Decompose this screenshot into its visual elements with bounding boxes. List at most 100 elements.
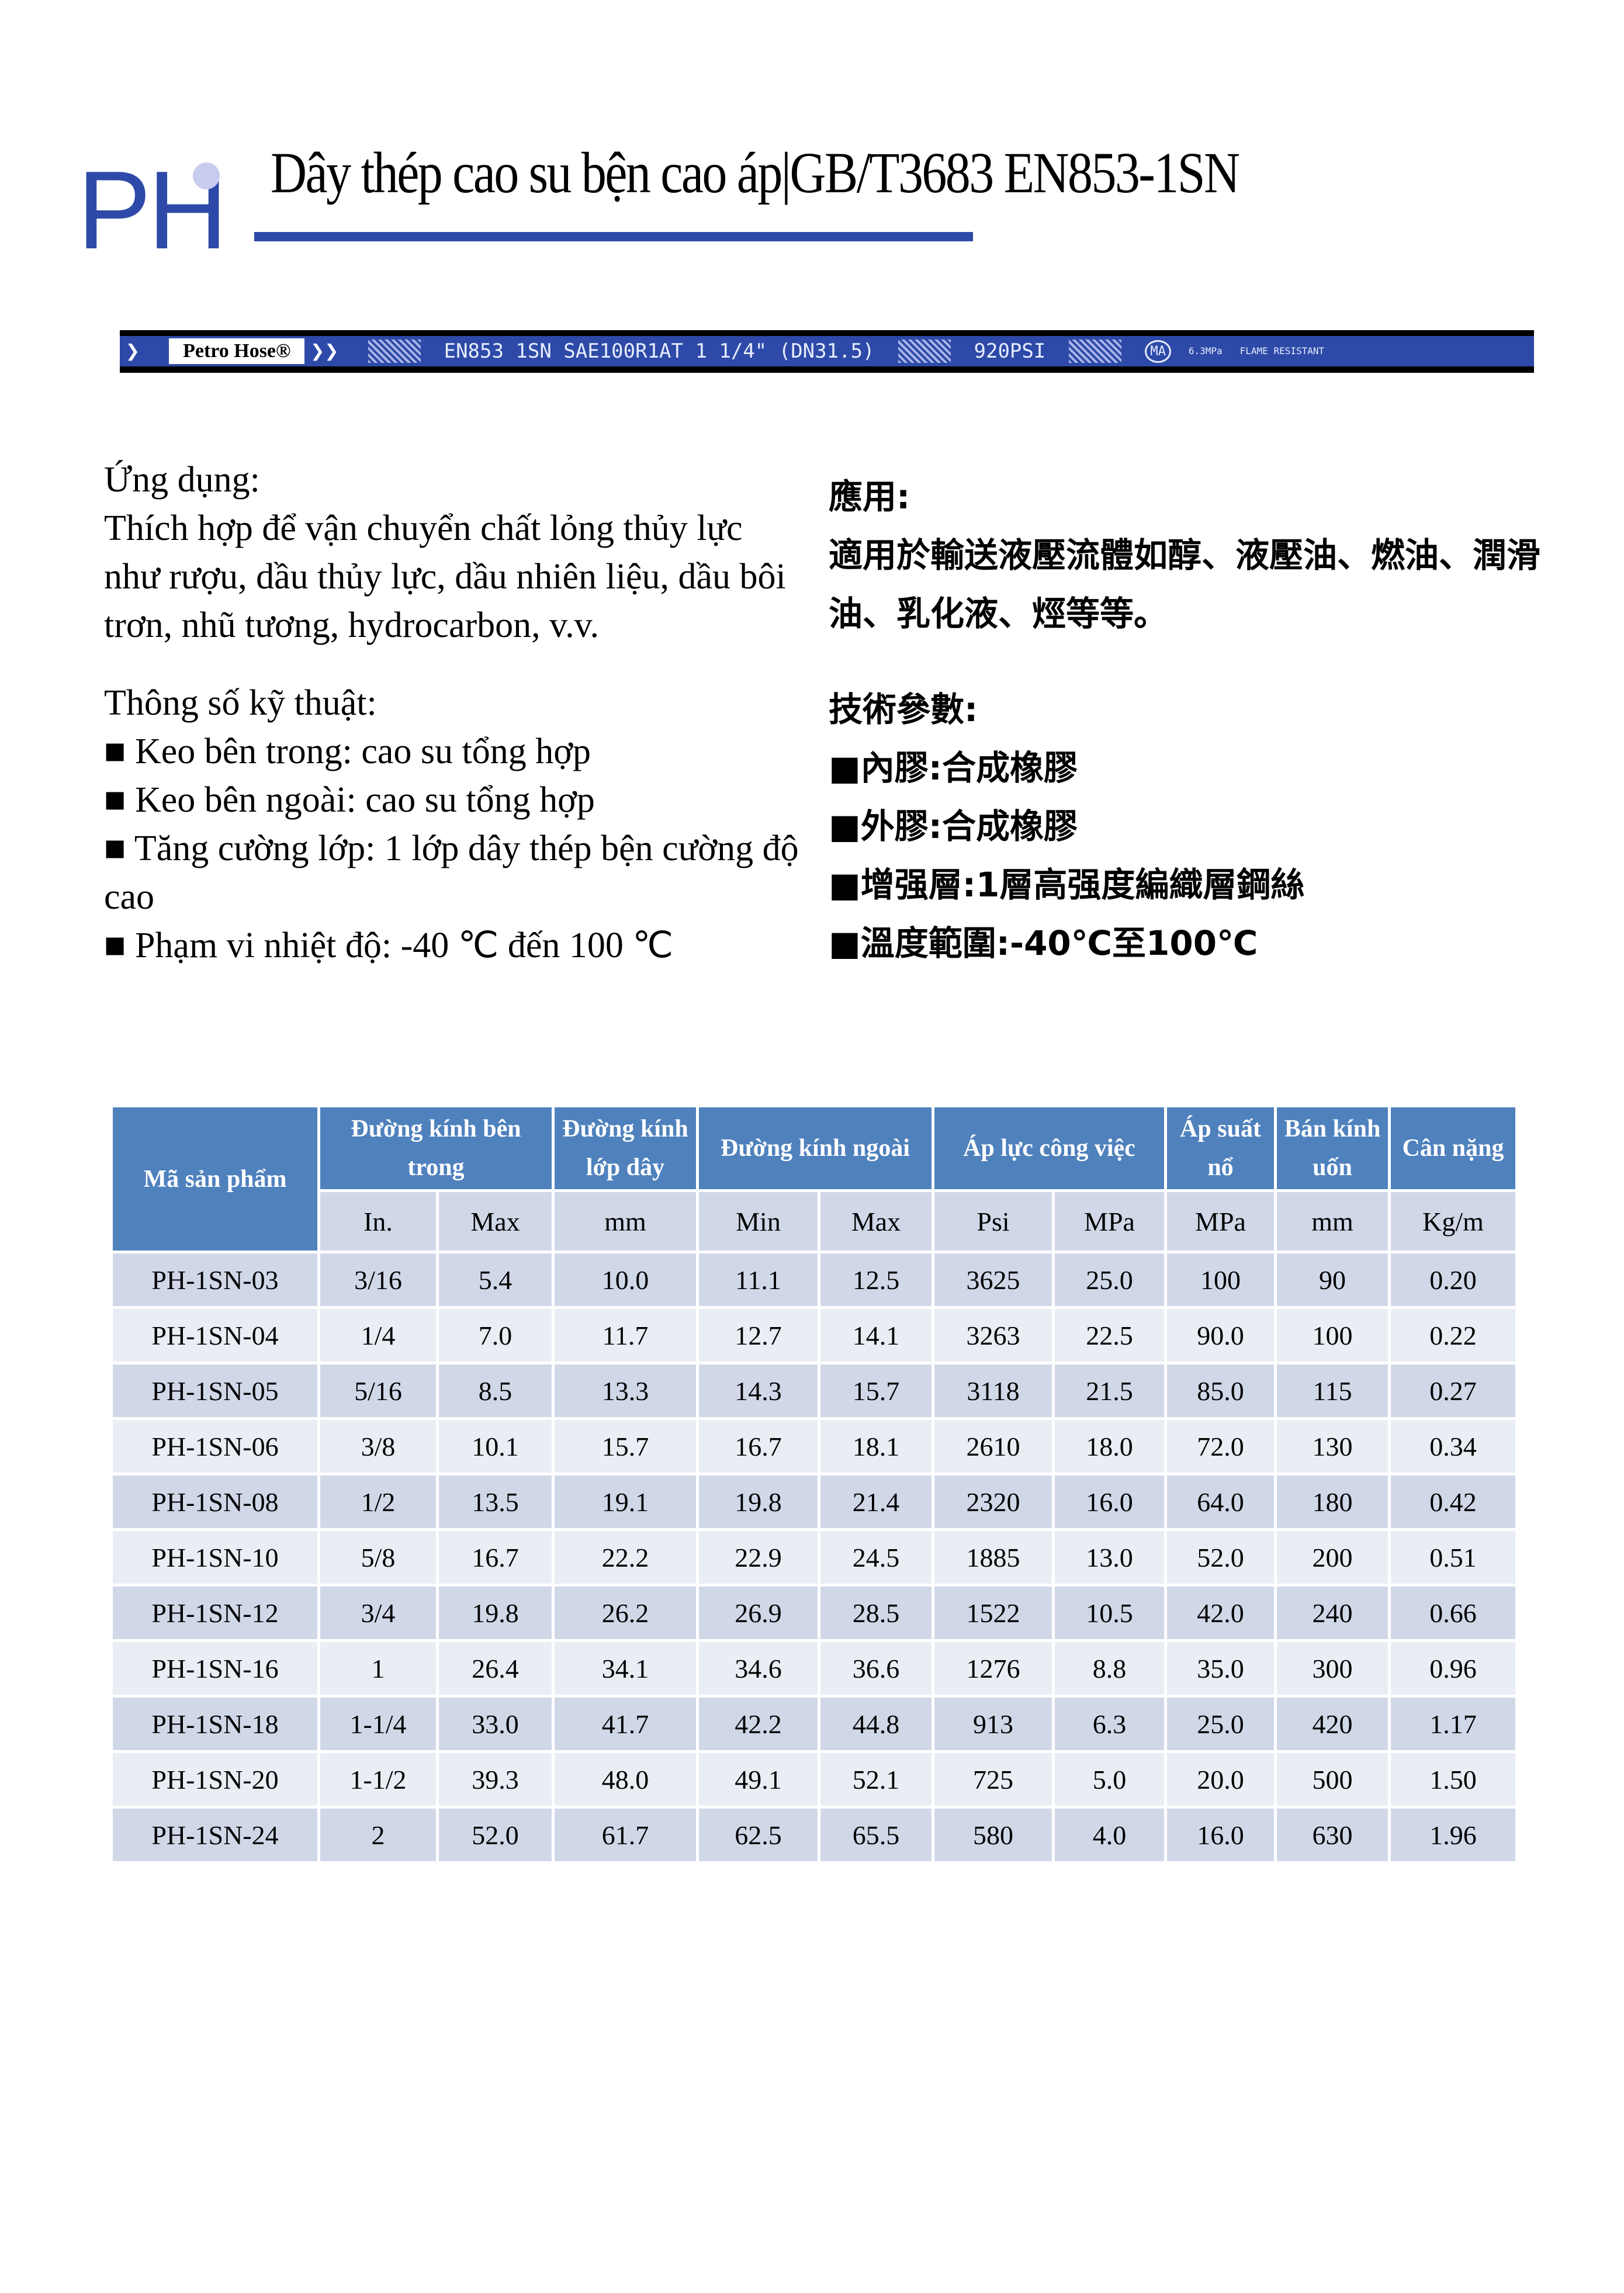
table-cell: 34.6 — [696, 1639, 820, 1698]
brand-label: Petro Hose® — [169, 338, 305, 364]
table-cell: 180 — [1274, 1473, 1391, 1531]
pattern-block — [1069, 340, 1122, 363]
table-cell: 1.17 — [1388, 1695, 1518, 1753]
table-cell: 1/4 — [317, 1306, 439, 1364]
table-cell: 13.5 — [436, 1473, 555, 1531]
table-cell: 500 — [1274, 1750, 1391, 1809]
application-text: Thích hợp để vận chuyển chất lỏng thủy l… — [104, 508, 786, 645]
logo-dot — [193, 162, 220, 189]
subheader-cell: In. — [317, 1189, 439, 1253]
table-cell: 630 — [1274, 1806, 1391, 1864]
table-cell: 19.8 — [696, 1473, 820, 1531]
header-product-code: Mã sản phẩm — [110, 1104, 320, 1253]
table-cell: 3/8 — [317, 1417, 439, 1475]
table-cell: 8.8 — [1052, 1639, 1167, 1698]
banner-psi: 920PSI — [974, 340, 1046, 363]
spec-item-zh: ■內膠:合成橡膠 — [829, 748, 1078, 788]
table-row: PH-1SN-08 1/2 13.5 19.1 19.8 21.4 2320 16.0 64.0… — [110, 1473, 1518, 1531]
table-cell: 26.9 — [696, 1584, 820, 1642]
table-cell: 1 — [317, 1639, 439, 1698]
table-cell: 2610 — [932, 1417, 1055, 1475]
table-cell: 49.1 — [696, 1750, 820, 1809]
table-cell: 3/4 — [317, 1584, 439, 1642]
table-cell: 420 — [1274, 1695, 1391, 1753]
table-cell: 12.7 — [696, 1306, 820, 1364]
spec-item-zh: ■外膠:合成橡膠 — [829, 806, 1078, 846]
table-row: PH-1SN-20 1-1/2 39.3 48.0 49.1 52.1 725 5.0 20.0… — [110, 1750, 1518, 1809]
table-cell: 2320 — [932, 1473, 1055, 1531]
subheader-cell: MPa — [1052, 1189, 1167, 1253]
table-row: PH-1SN-03 3/16 5.4 10.0 11.1 12.5 3625 25.0 100 9… — [110, 1251, 1518, 1309]
table-cell: 62.5 — [696, 1806, 820, 1864]
product-code-cell: PH-1SN-12 — [110, 1584, 320, 1642]
table-cell: 0.66 — [1388, 1584, 1518, 1642]
table-cell: 1.50 — [1388, 1750, 1518, 1809]
header-bend-radius: Bán kính uốn — [1274, 1104, 1391, 1192]
product-code-cell: PH-1SN-10 — [110, 1528, 320, 1587]
page-title: Dây thép cao su bện cao áp|GB/T3683 EN85… — [271, 140, 1240, 205]
product-code-cell: PH-1SN-06 — [110, 1417, 320, 1475]
table-cell: 1276 — [932, 1639, 1055, 1698]
table-cell: 42.0 — [1164, 1584, 1277, 1642]
table-row: PH-1SN-04 1/4 7.0 11.7 12.7 14.1 3263 22.5 90.0 1… — [110, 1306, 1518, 1364]
pattern-block — [368, 340, 421, 363]
table-cell: 7.0 — [436, 1306, 555, 1364]
table-cell: 16.0 — [1052, 1473, 1167, 1531]
table-cell: 913 — [932, 1695, 1055, 1753]
table-cell: 61.7 — [552, 1806, 699, 1864]
table-cell: 42.2 — [696, 1695, 820, 1753]
table-row: PH-1SN-10 5/8 16.7 22.2 22.9 24.5 1885 13.0 52.0… — [110, 1528, 1518, 1587]
table-cell: 300 — [1274, 1639, 1391, 1698]
product-code-cell: PH-1SN-05 — [110, 1362, 320, 1420]
table-cell: 14.1 — [818, 1306, 934, 1364]
header-burst-pressure: Áp suất nổ — [1164, 1104, 1277, 1192]
header-inner-diameter: Đường kính bên trong — [317, 1104, 555, 1192]
table-cell: 5.4 — [436, 1251, 555, 1309]
subheader-cell: Psi — [932, 1189, 1055, 1253]
table-cell: 580 — [932, 1806, 1055, 1864]
table-cell: 5/8 — [317, 1528, 439, 1587]
table-row: PH-1SN-12 3/4 19.8 26.2 26.9 28.5 1522 10.5 42.0… — [110, 1584, 1518, 1642]
table-cell: 0.51 — [1388, 1528, 1518, 1587]
header-outer-diameter: Đường kính ngoài — [696, 1104, 934, 1192]
table-cell: 25.0 — [1052, 1251, 1167, 1309]
table-cell: 33.0 — [436, 1695, 555, 1753]
spec-item: ■ Keo bên ngoài: cao su tổng hợp — [104, 780, 595, 820]
table-cell: 24.5 — [818, 1528, 934, 1587]
pattern-block — [898, 340, 951, 363]
product-code-cell: PH-1SN-03 — [110, 1251, 320, 1309]
banner-small-1: 6.3MPa — [1188, 345, 1223, 356]
subheader-cell: mm — [552, 1189, 699, 1253]
product-code-cell: PH-1SN-16 — [110, 1639, 320, 1698]
table-cell: 0.42 — [1388, 1473, 1518, 1531]
subheader-cell: Kg/m — [1388, 1189, 1518, 1253]
table-cell: 18.1 — [818, 1417, 934, 1475]
table-cell: 100 — [1274, 1306, 1391, 1364]
table-cell: 115 — [1274, 1362, 1391, 1420]
table-cell: 13.3 — [552, 1362, 699, 1420]
table-row: PH-1SN-16 1 26.4 34.1 34.6 36.6 1276 8.8 35.0 300… — [110, 1639, 1518, 1698]
table-cell: 18.0 — [1052, 1417, 1167, 1475]
vietnamese-description: Ứng dụng: Thích hợp để vận chuyển chất l… — [104, 456, 805, 970]
table-cell: 26.4 — [436, 1639, 555, 1698]
table-cell: 130 — [1274, 1417, 1391, 1475]
spec-item: ■ Keo bên trong: cao su tổng hợp — [104, 732, 591, 771]
header-wire-diameter: Đường kính lớp dây — [552, 1104, 699, 1192]
product-code-cell: PH-1SN-24 — [110, 1806, 320, 1864]
table-cell: 85.0 — [1164, 1362, 1277, 1420]
table-cell: 72.0 — [1164, 1417, 1277, 1475]
hose-banner-image: ❯ Petro Hose® ❯❯ EN853 1SN SAE100R1AT 1 … — [120, 330, 1534, 373]
table-cell: 1-1/2 — [317, 1750, 439, 1809]
table-cell: 21.5 — [1052, 1362, 1167, 1420]
table-cell: 200 — [1274, 1528, 1391, 1587]
subheader-cell: Max — [818, 1189, 934, 1253]
banner-small-2: FLAME RESISTANT — [1239, 345, 1325, 356]
table-cell: 0.34 — [1388, 1417, 1518, 1475]
table-cell: 65.5 — [818, 1806, 934, 1864]
application-heading: Ứng dụng: — [104, 460, 260, 500]
table-cell: 16.7 — [436, 1528, 555, 1587]
table-cell: 2 — [317, 1806, 439, 1864]
subheader-cell: Max — [436, 1189, 555, 1253]
table-cell: 28.5 — [818, 1584, 934, 1642]
table-cell: 26.2 — [552, 1584, 699, 1642]
